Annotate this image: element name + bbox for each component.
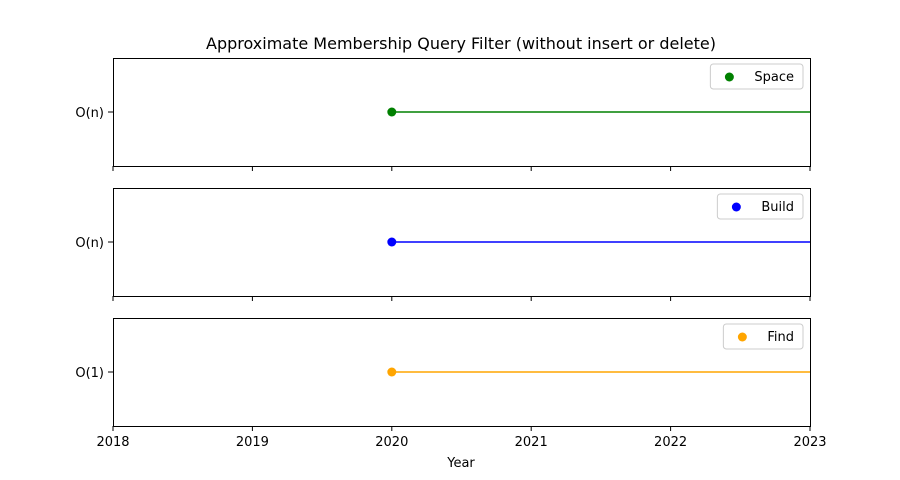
x-tick-label: 2021 (515, 435, 548, 450)
x-tick-label: 2023 (793, 435, 826, 450)
legend-box (709, 63, 804, 90)
legend-build: Build (716, 193, 804, 220)
subplot-space: O(n) Space (75, 58, 811, 171)
y-tick-label: O(n) (75, 106, 104, 121)
data-point-find (387, 367, 397, 377)
data-point-space (387, 107, 397, 117)
legend-marker (724, 72, 734, 82)
x-tick-label: 2022 (654, 435, 687, 450)
legend-label: Space (754, 70, 794, 85)
plot-frame (113, 188, 811, 297)
x-tick-label: 2018 (96, 435, 129, 450)
x-axis: 2018 2019 2020 2021 2022 2023 (96, 435, 826, 450)
legend-marker (731, 202, 741, 212)
legend-label: Build (761, 200, 794, 215)
legend-find: Find (722, 323, 804, 350)
x-tick-label: 2019 (236, 435, 269, 450)
chart-title: Approximate Membership Query Filter (wit… (206, 34, 716, 53)
x-axis-label: Year (446, 456, 475, 471)
subplot-build: O(n) Build (75, 188, 811, 301)
legend-label: Find (767, 330, 794, 345)
data-point-build (387, 237, 397, 247)
subplot-panels: O(n) Space O(n) Build O(1) Find (75, 58, 811, 431)
legend-box (716, 193, 804, 220)
y-tick-label: O(n) (75, 236, 104, 251)
x-tick-label: 2020 (375, 435, 408, 450)
y-tick-label: O(1) (75, 366, 104, 381)
subplot-find: O(1) Find (75, 318, 811, 431)
plot-frame (113, 58, 811, 167)
legend-box (722, 323, 804, 350)
plot-frame (113, 318, 811, 427)
legend-space: Space (709, 63, 804, 90)
legend-marker (737, 332, 747, 342)
